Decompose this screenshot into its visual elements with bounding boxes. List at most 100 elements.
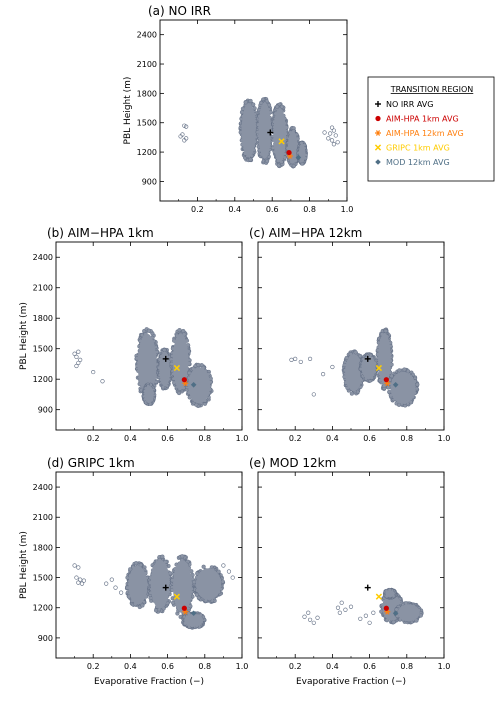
- x-tick-label: 0.4: [124, 434, 137, 443]
- avg-marker-aim_1km: [181, 377, 187, 383]
- data-point-core: [172, 560, 192, 614]
- y-axis-label: PBL Height (m): [19, 302, 29, 370]
- x-tick-label: 0.8: [198, 434, 211, 443]
- panel-b: 0.2 0.4 0.6 0.8 1.090012001500180021002400(b…: [19, 226, 248, 443]
- y-tick-label: 1500: [137, 119, 157, 128]
- data-point: [100, 379, 105, 384]
- avg-marker-gripc_1km: [278, 138, 285, 145]
- panel-c: 0.2 0.4 0.6 0.8 1.0(c) AIM−HPA 12km: [249, 226, 450, 443]
- data-point: [248, 157, 253, 162]
- data-point: [406, 369, 411, 374]
- data-point-core: [273, 107, 287, 162]
- panel-d: 0.2 0.4 0.6 0.8 1.090012001500180021002400(d…: [19, 456, 248, 687]
- data-point: [326, 136, 331, 141]
- panel-a: 0.2 0.4 0.6 0.8 1.090012001500180021002400(a…: [123, 4, 353, 214]
- data-point: [146, 328, 152, 333]
- data-point: [387, 389, 392, 395]
- data-point-core: [288, 130, 298, 164]
- x-tick-label: 1.0: [341, 205, 354, 214]
- data-point: [279, 104, 285, 109]
- data-point: [128, 567, 133, 572]
- avg-marker-no_irr: [267, 129, 274, 136]
- x-tick-label: 0.6: [363, 434, 376, 443]
- y-tick-label: 900: [38, 406, 53, 415]
- avg-marker-gripc_1km: [375, 364, 383, 372]
- x-tick-label: 0.2: [191, 205, 204, 214]
- data-point: [72, 351, 77, 356]
- x-tick-label: 1.0: [438, 434, 451, 443]
- data-point-core: [159, 351, 171, 387]
- data-point: [329, 125, 335, 130]
- averages-a: [267, 129, 302, 161]
- x-tick-label: 0.4: [228, 205, 241, 214]
- point-cloud-d: [72, 554, 235, 630]
- data-point: [396, 402, 402, 407]
- y-axis-label: PBL Height (m): [123, 77, 133, 145]
- data-point: [330, 364, 335, 370]
- data-point: [182, 138, 187, 143]
- avg-marker-gripc_1km: [173, 364, 181, 372]
- data-point: [322, 130, 327, 135]
- data-point: [331, 128, 337, 133]
- data-point: [180, 554, 185, 559]
- data-point: [335, 140, 340, 145]
- data-point: [76, 360, 81, 366]
- data-point-core: [390, 371, 416, 404]
- data-point: [248, 98, 253, 104]
- data-point: [333, 133, 338, 138]
- data-point: [329, 138, 335, 143]
- plot-frame: [257, 241, 445, 431]
- data-point: [275, 104, 280, 109]
- data-point: [178, 134, 183, 139]
- y-tick-label: 2100: [33, 284, 53, 293]
- data-point: [177, 328, 182, 333]
- data-point: [331, 142, 337, 147]
- data-point-core: [298, 143, 306, 163]
- data-point: [289, 357, 294, 362]
- point-cloud-b: [72, 327, 214, 408]
- data-point-core: [241, 103, 256, 158]
- y-tick-label: 2400: [33, 253, 53, 262]
- data-point: [216, 569, 221, 574]
- data-point: [168, 571, 173, 576]
- data-point-core: [128, 565, 148, 605]
- data-point: [140, 603, 145, 608]
- y-tick-label: 1500: [33, 345, 53, 354]
- data-point-core: [144, 385, 154, 404]
- data-point: [383, 328, 388, 334]
- data-point: [243, 100, 248, 105]
- data-point: [291, 163, 296, 169]
- y-tick-label: 900: [142, 177, 157, 186]
- averages-b: [162, 355, 197, 388]
- data-point: [91, 369, 96, 375]
- x-tick-label: 0.2: [289, 434, 302, 443]
- panel-title: (a) NO IRR: [148, 4, 211, 18]
- data-point: [386, 385, 391, 390]
- avg-marker-mod_12km: [392, 381, 399, 388]
- avg-marker-mod_12km: [295, 154, 302, 161]
- data-point-core: [172, 333, 189, 390]
- data-point: [328, 131, 333, 136]
- data-point: [184, 124, 189, 129]
- avg-marker-aim_1km: [383, 377, 389, 383]
- x-tick-label: 1.0: [236, 434, 249, 443]
- data-point: [402, 367, 407, 372]
- data-point: [349, 391, 354, 396]
- panel-title: (b) AIM−HPA 1km: [47, 226, 154, 240]
- x-tick-label: 0.4: [326, 434, 339, 443]
- data-point: [195, 571, 200, 576]
- y-tick-label: 1200: [33, 375, 53, 384]
- data-point-core: [378, 332, 391, 385]
- data-point: [397, 368, 402, 373]
- y-tick-label: 1800: [33, 314, 53, 323]
- data-point-core: [150, 559, 170, 609]
- data-point: [162, 347, 167, 353]
- data-point: [160, 554, 165, 559]
- avg-marker-mod_12km: [190, 381, 197, 388]
- data-point: [311, 392, 316, 397]
- data-point: [264, 159, 270, 164]
- x-tick-label: 0.6: [266, 205, 279, 214]
- data-point: [192, 579, 197, 585]
- data-point: [194, 592, 199, 597]
